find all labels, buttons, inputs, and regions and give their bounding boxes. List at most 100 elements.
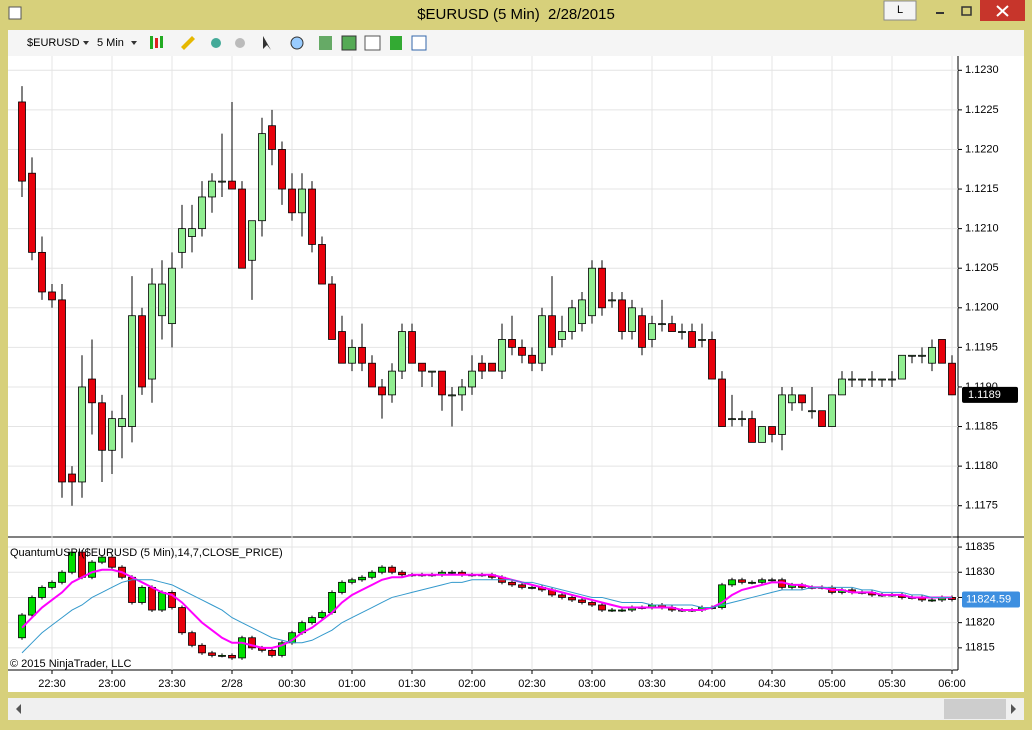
- x-tick-label: 23:30: [158, 678, 186, 690]
- candle-body: [438, 370, 446, 396]
- bar-type-button[interactable]: [150, 36, 153, 49]
- candle-body: [528, 586, 536, 589]
- dollar-button[interactable]: [390, 36, 402, 50]
- x-tick-label: 00:30: [278, 678, 306, 690]
- maximize-button[interactable]: [961, 6, 972, 16]
- x-tick-label: 02:00: [458, 678, 486, 690]
- zoom-out-button[interactable]: [235, 38, 245, 48]
- candle-body: [238, 188, 246, 269]
- candle-body: [338, 581, 346, 593]
- candle-body: [388, 370, 396, 396]
- candle-body: [588, 602, 596, 606]
- candle-body: [408, 331, 416, 364]
- properties-button[interactable]: [411, 35, 427, 51]
- candle-body: [268, 649, 276, 656]
- chart-area: [8, 56, 1024, 692]
- candle-body: [878, 378, 886, 381]
- candle-body: [348, 579, 356, 583]
- scroll-right[interactable]: [1011, 704, 1016, 714]
- l-button-label[interactable]: L: [897, 4, 903, 16]
- candle-body: [768, 579, 776, 582]
- candle-body: [298, 188, 306, 214]
- candle-body: [828, 394, 836, 427]
- candle-body: [158, 592, 166, 611]
- candle-body: [58, 299, 66, 483]
- draw-tool-button[interactable]: [181, 36, 195, 50]
- instrument-selector[interactable]: $EURUSD: [27, 37, 80, 49]
- strategy-button[interactable]: [341, 35, 357, 51]
- candle-body: [728, 579, 736, 586]
- candle-body: [608, 609, 616, 612]
- candle-body: [798, 394, 806, 404]
- x-tick-label: 04:30: [758, 678, 786, 690]
- candle-body: [528, 354, 536, 364]
- plot: 22:30 23:00 23:30 2/28 00:30 01:00 01:30 02:00 0…: [8, 56, 1020, 690]
- candle-body: [308, 188, 316, 245]
- y-tick-label: 1.1185: [965, 420, 998, 432]
- y-tick-label: 1.1215: [965, 183, 999, 195]
- candle-body: [908, 354, 916, 357]
- search-button[interactable]: [290, 36, 304, 50]
- window-title: $EURUSD (5 Min) 2/28/2015: [417, 6, 615, 23]
- bar-type-button[interactable]: [160, 36, 163, 48]
- dropdown-arrow[interactable]: [131, 41, 137, 45]
- scroll-thumb[interactable]: [944, 699, 1006, 719]
- candle-body: [48, 291, 56, 301]
- candle-body: [498, 339, 506, 372]
- bar-type-button[interactable]: [155, 38, 158, 48]
- candle-body: [268, 125, 276, 150]
- candle-body: [468, 370, 476, 388]
- indicator-title: QuantumUSPI($EURUSD (5 Min),14,7,CLOSE_P…: [10, 547, 283, 559]
- candle-body: [728, 418, 736, 421]
- candle-body: [618, 299, 626, 332]
- candle-body: [698, 339, 706, 341]
- candle-body: [568, 597, 576, 601]
- candle-body: [368, 362, 376, 388]
- candle-body: [128, 315, 136, 427]
- y-tick-label: 11830: [965, 566, 995, 578]
- last-price-label: 1.1189: [968, 389, 1001, 401]
- y-tick-label: 1.1195: [965, 341, 998, 353]
- candle-body: [738, 418, 746, 421]
- close-icon: [996, 5, 1009, 17]
- candle-body: [168, 267, 176, 325]
- candle-body: [918, 354, 926, 357]
- candle-body: [928, 346, 936, 364]
- x-tick-label: 03:30: [638, 678, 666, 690]
- l-button[interactable]: [883, 0, 917, 21]
- candle-body: [568, 307, 576, 332]
- candle-body: [778, 394, 786, 435]
- candle-body: [458, 386, 466, 396]
- candle-body: [588, 267, 596, 317]
- candle-body: [28, 597, 36, 616]
- y-tick-label: 1.1180: [965, 460, 998, 472]
- orders-button[interactable]: [319, 36, 332, 50]
- scrollbar[interactable]: [8, 698, 1024, 720]
- zoom-in-button[interactable]: [211, 38, 221, 48]
- candle-body: [148, 283, 156, 380]
- indicator-button[interactable]: [364, 35, 381, 51]
- interval-selector[interactable]: 5 Min: [97, 37, 124, 49]
- candle-body: [858, 378, 866, 381]
- indicator-line: [21, 579, 952, 654]
- x-tick-label: 01:00: [338, 678, 366, 690]
- pointer-button[interactable]: [263, 36, 271, 50]
- candle-body: [478, 362, 486, 372]
- candle-body: [898, 354, 906, 380]
- candle-body: [578, 299, 586, 325]
- candle-body: [388, 566, 396, 573]
- candle-body: [708, 339, 716, 380]
- y-tick-label: 11815: [965, 642, 995, 654]
- y-tick-label: 1.1220: [965, 143, 999, 155]
- scroll-left[interactable]: [16, 704, 21, 714]
- y-tick-label: 1.1200: [965, 302, 999, 314]
- candle-body: [188, 228, 196, 237]
- candle-body: [598, 267, 606, 309]
- candle-body: [518, 584, 526, 588]
- candle-body: [48, 581, 56, 588]
- candle-body: [338, 331, 346, 364]
- toolbar-icons: [150, 35, 427, 51]
- candle-body: [448, 571, 456, 574]
- dropdown-arrow[interactable]: [83, 41, 89, 45]
